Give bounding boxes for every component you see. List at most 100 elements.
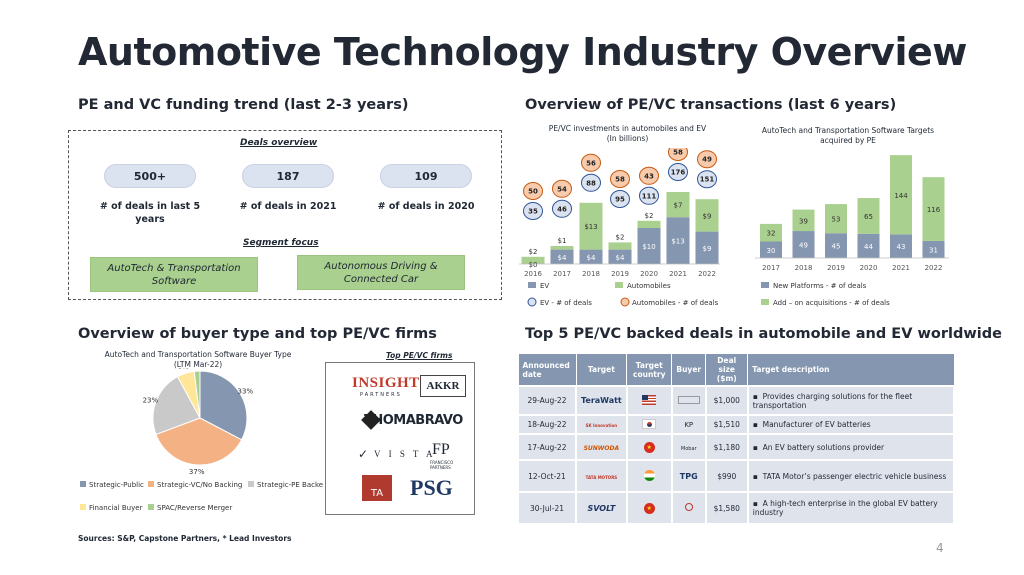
label-ev: $10: [642, 243, 655, 251]
x-tick-label: 2022: [925, 264, 943, 272]
bar-automobiles: [521, 256, 545, 264]
cell-date: 30-Jul-21: [517, 491, 577, 525]
ev-deals-bubble: [610, 190, 630, 208]
buyer-logo-icon: TPG: [670, 459, 707, 493]
pie-label: 6%: [178, 368, 189, 371]
buyer-heading: Overview of buyer type and top PE/VC fir…: [78, 326, 437, 342]
cell-date: 17-Aug-22: [517, 433, 577, 461]
legend-label: Strategic-Public: [89, 481, 144, 489]
cell-size: $1,580: [704, 491, 749, 525]
us-flag-icon: [625, 385, 673, 416]
bar-automobiles: [579, 202, 603, 250]
ev-deals-label: 35: [528, 208, 538, 216]
pie-label: 33%: [238, 388, 254, 396]
deals-overview-heading: Deals overview: [240, 138, 318, 148]
x-tick-label: 2017: [762, 264, 780, 272]
vista-mark-icon: ✓: [358, 447, 369, 461]
page-title: Automotive Technology Industry Overview: [78, 30, 967, 74]
x-tick-label: 2019: [611, 270, 629, 278]
bar-ev: [608, 249, 632, 264]
ev-deals-bubble: [668, 163, 688, 181]
ev-deals-label: 88: [586, 179, 596, 187]
legend-add-swatch: [761, 299, 769, 305]
ev-deals-label: 46: [557, 205, 567, 213]
legend-auto-deals-swatch: [620, 297, 630, 307]
ev-deals-label: 151: [700, 176, 715, 184]
pie-slice: [199, 370, 248, 441]
segment-focus-heading: Segment focus: [243, 238, 319, 248]
bar-new-platforms: [760, 241, 782, 258]
legend-swatch: [80, 481, 86, 487]
bar-new-platforms: [890, 234, 912, 258]
cell-size: $1,000: [704, 385, 749, 416]
label-new-platforms: 49: [799, 242, 808, 250]
label-ev: $0: [529, 261, 538, 269]
auto-deals-bubble: [523, 182, 543, 200]
legend-auto-swatch: [615, 282, 623, 288]
bar-automobiles: [608, 242, 632, 250]
auto-deals-label: 49: [702, 156, 712, 164]
table-row: 29-Aug-22 TeraWatt $1,000 ▪ Provides cha…: [517, 385, 956, 416]
ev-deals-label: 111: [642, 192, 657, 200]
legend-auto: Automobiles: [627, 282, 671, 290]
akkr-logo: AKKR: [420, 375, 466, 397]
auto-deals-label: 50: [528, 188, 538, 196]
cell-desc: ▪ An EV battery solutions provider: [746, 433, 956, 461]
pie-label: 37%: [189, 468, 205, 476]
bar-new-platforms: [792, 231, 815, 258]
ev-deals-bubble: [639, 186, 659, 205]
bar-add-on: [760, 223, 782, 242]
cell-target: TATA MOTORS: [575, 459, 628, 493]
x-tick-label: 2017: [553, 270, 571, 278]
china-flag-icon: ★: [625, 491, 673, 525]
ev-deals-bubble: [581, 173, 601, 192]
vista-logo: V I S T A: [374, 449, 436, 459]
legend-label: Strategic-VC/No Backing: [157, 481, 242, 489]
bar-new-platforms: [857, 233, 880, 258]
firms-heading: Top PE/VC firms: [386, 351, 453, 360]
auto-deals-label: 58: [615, 176, 625, 184]
auto-deals-label: 58: [673, 149, 683, 157]
cell-desc: ▪ Provides charging solutions for the fl…: [746, 385, 956, 416]
buyer-type-pie: 33%37%23%6%2%Strategic-PublicStrategic-V…: [80, 368, 323, 512]
label-add-on: 32: [767, 230, 776, 238]
targets-chart-title: AutoTech and Transportation Software Tar…: [761, 126, 935, 145]
deals-caption-2: # of deals in 2021: [239, 201, 337, 212]
pie-slice: [152, 376, 201, 436]
firms-logo-box: INSIGHT PARTNERS AKKR THOMABRAVO ✓ V I S…: [325, 362, 475, 515]
insight-partners-logo: PARTNERS: [360, 392, 402, 398]
legend-ev-swatch: [528, 282, 536, 288]
label-automobiles: $2: [529, 248, 538, 256]
bar-add-on: [857, 198, 880, 234]
label-new-platforms: 31: [929, 246, 938, 254]
table-row: 17-Aug-22 SUNWODA ★ Mobar $1,180 ▪ An EV…: [517, 433, 956, 461]
label-new-platforms: 43: [897, 243, 906, 251]
sources-note: Sources: S&P, Capstone Partners, * Lead …: [78, 534, 292, 543]
cell-date: 18-Aug-22: [517, 414, 577, 435]
legend-label: SPAC/Reverse Merger: [157, 504, 232, 512]
bar-ev: [695, 231, 719, 264]
auto-deals-bubble: [610, 170, 630, 188]
thomabravo-logo: THOMABRAVO: [364, 413, 463, 428]
label-new-platforms: 44: [864, 243, 873, 251]
bar-ev: [579, 249, 603, 264]
legend-swatch: [148, 481, 154, 487]
label-automobiles: $13: [584, 223, 597, 231]
legend-label: Financial Buyer: [89, 504, 143, 512]
buyer-logo-icon: KP: [670, 414, 707, 435]
x-tick-label: 2022: [698, 270, 716, 278]
legend-new-swatch: [761, 282, 769, 288]
bar-ev: [666, 217, 690, 264]
cell-desc: ▪ A high-tech enterprise in the global E…: [746, 491, 956, 525]
col-target: Target: [575, 353, 628, 387]
label-ev: $4: [587, 254, 596, 262]
invest-chart-title-block: PE/VC investments in automobiles and EV …: [515, 124, 740, 144]
legend-ev-deals-swatch: [527, 297, 537, 307]
auto-deals-bubble: [581, 153, 601, 172]
x-tick-label: 2019: [827, 264, 845, 272]
korea-flag-icon: [625, 414, 673, 435]
bar-add-on: [890, 155, 912, 235]
label-add-on: 116: [927, 206, 941, 214]
label-automobiles: $9: [703, 212, 712, 220]
label-add-on: 53: [832, 216, 841, 224]
